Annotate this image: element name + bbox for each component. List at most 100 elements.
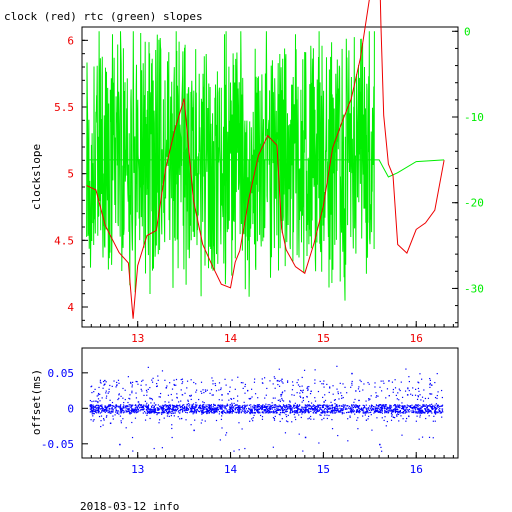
offset-point bbox=[195, 391, 197, 393]
offset-point bbox=[421, 405, 423, 408]
offset-point bbox=[386, 388, 389, 390]
offset-point bbox=[122, 397, 124, 399]
rtc-noise-band bbox=[86, 31, 375, 301]
offset-point bbox=[417, 396, 419, 398]
offset-point bbox=[126, 405, 128, 407]
offset-point bbox=[366, 410, 368, 412]
offset-point bbox=[196, 404, 198, 406]
offset-point bbox=[167, 406, 169, 408]
offset-point bbox=[144, 419, 147, 421]
offset-point bbox=[215, 407, 217, 409]
offset-point bbox=[266, 387, 268, 390]
offset-point bbox=[109, 399, 111, 401]
offset-point bbox=[307, 406, 309, 408]
offset-point bbox=[436, 405, 439, 407]
offset-point bbox=[129, 406, 131, 408]
offset-point bbox=[168, 406, 170, 409]
offset-point bbox=[286, 405, 288, 407]
offset-point bbox=[323, 410, 325, 412]
offset-point bbox=[104, 411, 106, 413]
offset-point bbox=[184, 405, 186, 408]
offset-point bbox=[192, 410, 194, 413]
offset-point bbox=[250, 388, 253, 390]
offset-point bbox=[136, 408, 138, 410]
offset-point bbox=[324, 394, 326, 396]
offset-point bbox=[261, 411, 263, 413]
offset-point bbox=[139, 410, 141, 412]
offset-point bbox=[108, 410, 110, 413]
offset-point bbox=[139, 406, 141, 408]
offset-point bbox=[344, 408, 346, 410]
offset-point bbox=[212, 407, 214, 410]
offset-point bbox=[130, 412, 132, 414]
offset-point bbox=[227, 393, 229, 395]
offset-point bbox=[233, 450, 235, 452]
offset-point bbox=[375, 404, 378, 406]
offset-point bbox=[435, 407, 438, 409]
offset-point bbox=[263, 409, 266, 411]
offset-point bbox=[297, 408, 299, 410]
offset-point bbox=[324, 412, 326, 414]
offset-point bbox=[331, 406, 333, 408]
offset-point bbox=[289, 401, 291, 403]
offset-point bbox=[349, 408, 351, 410]
offset-point bbox=[103, 409, 106, 411]
offset-point bbox=[282, 382, 284, 384]
offset-point bbox=[274, 410, 277, 412]
offset-point bbox=[396, 414, 398, 416]
offset-point bbox=[377, 410, 379, 412]
offset-point bbox=[251, 418, 253, 420]
offset-point bbox=[273, 418, 275, 420]
offset-point bbox=[336, 365, 338, 367]
rtc-noise-path bbox=[86, 31, 375, 301]
offset-point bbox=[225, 405, 227, 407]
offset-point bbox=[98, 406, 101, 408]
offset-point bbox=[281, 397, 283, 400]
offset-point bbox=[432, 407, 434, 410]
offset-point bbox=[330, 411, 332, 413]
offset-point bbox=[119, 443, 121, 446]
offset-point bbox=[301, 406, 303, 408]
offset-point bbox=[360, 380, 362, 383]
offset-point bbox=[225, 432, 228, 434]
offset-point bbox=[223, 406, 225, 408]
offset-point bbox=[183, 408, 185, 410]
offset-point bbox=[186, 407, 188, 409]
offset-point bbox=[289, 406, 292, 408]
offset-point bbox=[131, 421, 133, 424]
offset-point bbox=[175, 384, 177, 386]
offset-point bbox=[180, 408, 183, 411]
offset-point bbox=[94, 408, 96, 410]
offset-point bbox=[125, 427, 127, 429]
offset-point bbox=[215, 419, 218, 422]
offset-point bbox=[403, 406, 405, 408]
offset-point bbox=[109, 404, 111, 406]
offset-point bbox=[161, 370, 164, 372]
offset-point bbox=[115, 411, 117, 413]
offset-point bbox=[194, 409, 196, 411]
offset-point bbox=[89, 411, 91, 413]
offset-point bbox=[222, 412, 224, 414]
offset-point bbox=[187, 408, 189, 410]
offset-point bbox=[375, 407, 377, 409]
offset-point bbox=[316, 405, 318, 408]
offset-point bbox=[100, 425, 102, 428]
offset-point bbox=[164, 401, 166, 403]
offset-point bbox=[401, 412, 403, 414]
offset-point bbox=[232, 407, 234, 409]
offset-point bbox=[403, 412, 405, 414]
offset-point bbox=[173, 404, 175, 407]
offset-point bbox=[209, 409, 211, 411]
offset-point bbox=[214, 384, 217, 387]
offset-point bbox=[146, 412, 148, 415]
offset-point bbox=[202, 410, 204, 412]
offset-point bbox=[354, 413, 356, 415]
offset-point bbox=[298, 408, 300, 410]
offset-point bbox=[434, 404, 436, 406]
offset-point bbox=[202, 404, 204, 406]
top-x-tick-label: 16 bbox=[410, 332, 423, 345]
offset-point bbox=[255, 408, 257, 411]
offset-point bbox=[330, 401, 332, 403]
offset-point bbox=[207, 410, 209, 413]
offset-point bbox=[180, 406, 183, 408]
